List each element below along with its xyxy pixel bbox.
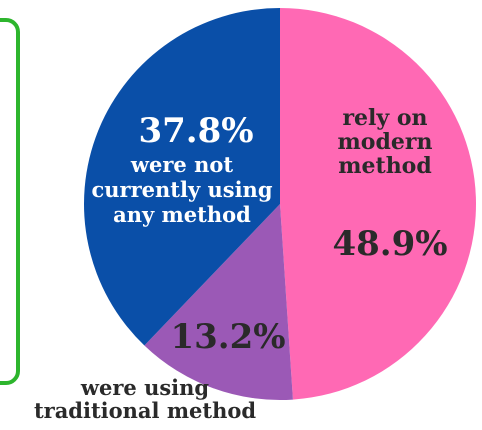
slice-category-label-1: were using traditional method	[34, 375, 256, 423]
slice-category-label-0: rely on modern method	[338, 105, 433, 179]
pie-slice-2	[84, 8, 281, 346]
green-frame	[0, 18, 20, 385]
slice-percent-label-2: 37.8%	[138, 111, 253, 151]
slice-percent-label-1: 13.2%	[170, 317, 285, 357]
pie-slice-0	[280, 8, 476, 400]
slice-category-label-2: were not currently using any method	[91, 152, 272, 227]
slice-percent-label-0: 48.9%	[332, 224, 447, 264]
pie-slice-1	[144, 204, 293, 400]
